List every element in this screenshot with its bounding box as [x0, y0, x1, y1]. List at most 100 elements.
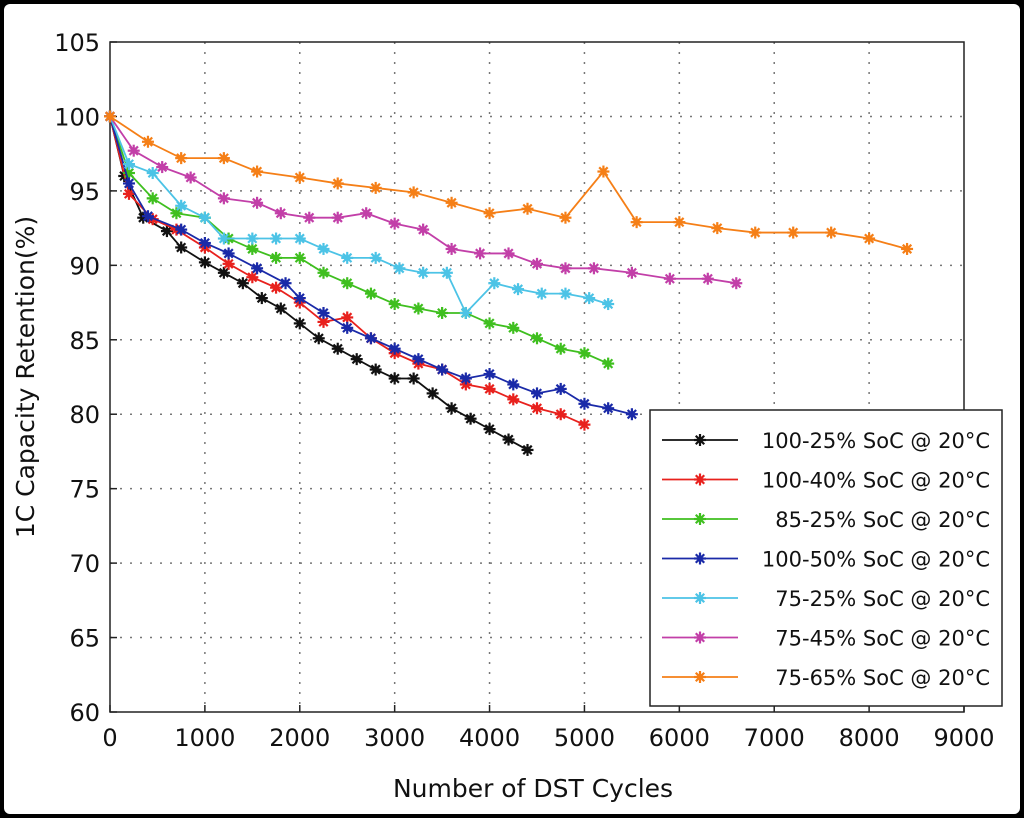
- marker-dot: [486, 425, 494, 433]
- marker-dot: [533, 389, 541, 397]
- marker-dot: [533, 260, 541, 268]
- x-tick-label: 7000: [744, 724, 805, 752]
- data-point: [554, 382, 567, 395]
- data-point: [730, 277, 743, 290]
- data-point: [146, 192, 159, 205]
- marker-dot: [296, 319, 304, 327]
- data-point: [303, 211, 316, 224]
- marker-dot: [362, 209, 370, 217]
- data-point: [901, 242, 914, 255]
- marker-dot: [509, 324, 517, 332]
- marker-dot: [149, 194, 157, 202]
- marker-dot: [220, 154, 228, 162]
- legend-label: 100-25% SoC @ 20°C: [762, 429, 990, 453]
- data-point: [488, 277, 501, 290]
- y-tick-label: 95: [69, 178, 100, 206]
- marker-dot: [277, 209, 285, 217]
- data-point: [341, 277, 354, 290]
- y-tick-label: 85: [69, 327, 100, 355]
- legend: 100-25% SoC @ 20°C 100-40% SoC @ 20°C 85-2…: [649, 409, 1003, 707]
- marker-dot: [343, 324, 351, 332]
- y-tick-label: 80: [69, 401, 100, 429]
- data-point: [122, 187, 135, 200]
- marker-dot: [414, 355, 422, 363]
- data-point: [331, 177, 344, 190]
- data-point: [217, 232, 230, 245]
- marker-dot: [248, 235, 256, 243]
- data-point: [184, 171, 197, 184]
- marker-dot: [272, 254, 280, 262]
- data-point: [578, 418, 591, 431]
- data-point: [141, 135, 154, 148]
- data-point: [554, 342, 567, 355]
- data-point: [531, 332, 543, 345]
- marker-dot: [282, 279, 290, 287]
- data-point: [175, 152, 188, 165]
- data-point: [246, 232, 259, 245]
- data-point: [535, 287, 548, 300]
- marker-dot: [172, 209, 180, 217]
- data-point: [502, 433, 515, 446]
- marker-dot: [296, 235, 304, 243]
- data-point: [445, 196, 458, 209]
- data-point: [412, 302, 425, 315]
- data-point: [531, 257, 543, 270]
- marker-dot: [353, 355, 361, 363]
- y-tick-label: 75: [69, 476, 100, 504]
- marker-dot: [732, 279, 740, 287]
- marker-dot: [201, 239, 209, 247]
- data-point: [293, 171, 306, 184]
- marker-dot: [367, 290, 375, 298]
- data-point: [317, 306, 330, 319]
- marker-dot: [419, 226, 427, 234]
- marker-dot: [163, 227, 171, 235]
- data-point: [104, 110, 116, 123]
- marker-dot: [315, 334, 323, 342]
- marker-dot: [696, 476, 704, 483]
- data-point: [369, 251, 382, 264]
- data-point: [625, 408, 638, 421]
- data-point: [369, 363, 382, 376]
- data-point: [317, 242, 330, 255]
- marker-dot: [514, 285, 522, 293]
- marker-dot: [391, 300, 399, 308]
- marker-dot: [865, 235, 873, 243]
- series-line: [109, 116, 609, 365]
- marker-dot: [220, 194, 228, 202]
- series-85-25%: [104, 110, 615, 370]
- marker-dot: [144, 212, 152, 220]
- data-point: [246, 242, 259, 255]
- marker-dot: [367, 334, 375, 342]
- data-point: [587, 262, 600, 275]
- marker-dot: [334, 345, 342, 353]
- data-point: [559, 211, 572, 224]
- data-point: [146, 167, 159, 180]
- data-point: [141, 210, 154, 223]
- data-point: [436, 306, 449, 319]
- marker-dot: [343, 279, 351, 287]
- data-point: [293, 251, 306, 264]
- data-point: [483, 423, 496, 436]
- marker-dot: [201, 258, 209, 266]
- data-point: [388, 217, 401, 230]
- data-point: [293, 317, 306, 330]
- marker-dot: [604, 404, 612, 412]
- data-point: [279, 277, 292, 290]
- data-point: [445, 402, 458, 415]
- marker-dot: [187, 173, 195, 181]
- marker-dot: [220, 269, 228, 277]
- marker-dot: [713, 224, 721, 232]
- data-point: [175, 241, 188, 254]
- marker-dot: [395, 264, 403, 272]
- data-point: [360, 207, 373, 220]
- data-point: [198, 237, 211, 249]
- marker-dot: [177, 202, 185, 210]
- marker-dot: [419, 269, 427, 277]
- data-point: [122, 177, 135, 190]
- data-point: [222, 257, 235, 270]
- data-point: [445, 242, 458, 255]
- data-point: [483, 317, 496, 330]
- marker-dot: [149, 169, 157, 177]
- y-tick-label: 90: [69, 252, 100, 280]
- y-tick-label: 60: [69, 699, 100, 727]
